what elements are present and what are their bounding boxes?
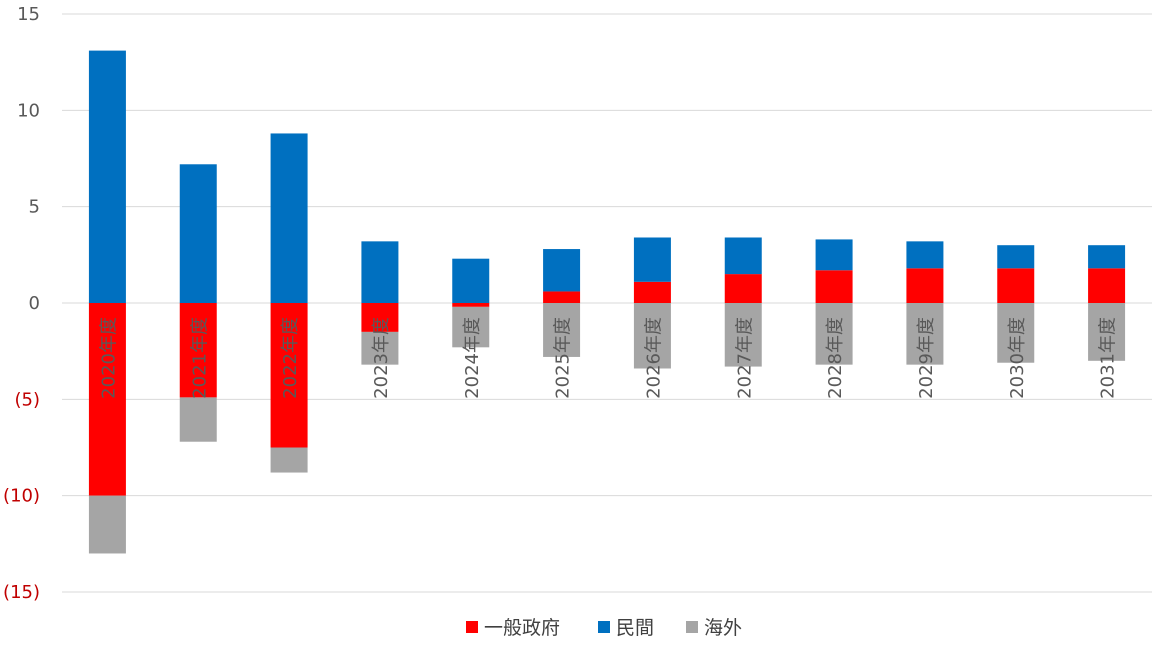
x-category-label: 2029年度 xyxy=(916,317,937,399)
bar-segment xyxy=(543,249,581,292)
x-category-label: 2026年度 xyxy=(643,317,664,399)
x-category-label: 2030年度 xyxy=(1007,317,1028,399)
legend-item[interactable]: 海外 xyxy=(686,617,742,639)
y-tick-label: 0 xyxy=(29,293,40,314)
grid-layer xyxy=(62,13,1152,593)
bar-segment xyxy=(815,303,853,365)
bar-segment xyxy=(452,258,490,303)
bar-segment xyxy=(452,306,490,348)
bar-segment xyxy=(815,239,853,271)
bar-segment xyxy=(1088,303,1126,361)
bar-segment xyxy=(633,281,671,303)
bar-segment xyxy=(179,164,217,303)
y-tick-label: (10) xyxy=(3,486,40,507)
legend-label: 海外 xyxy=(704,617,742,639)
bar-segment xyxy=(997,303,1035,363)
x-category-label: 2028年度 xyxy=(825,317,846,399)
bar-segment xyxy=(997,268,1035,303)
bar-segment xyxy=(361,331,399,365)
y-tick-label: 5 xyxy=(29,197,40,218)
legend-swatch xyxy=(598,621,610,633)
bar-segment xyxy=(179,303,217,398)
y-tick-label: (5) xyxy=(15,389,41,410)
legend-item[interactable]: 一般政府 xyxy=(466,617,560,639)
legend-label: 一般政府 xyxy=(484,617,560,639)
x-category-label: 2024年度 xyxy=(462,317,483,399)
legend-swatch xyxy=(686,621,698,633)
x-category-label: 2023年度 xyxy=(371,317,392,399)
x-category-label: 2020年度 xyxy=(98,317,119,399)
x-category-label: 2022年度 xyxy=(280,317,301,399)
legend-label: 民間 xyxy=(616,617,654,639)
bar-segment xyxy=(724,303,762,367)
x-category-label: 2027年度 xyxy=(734,317,755,399)
bar-segment xyxy=(543,303,581,357)
bar-segment xyxy=(452,303,490,307)
bar-segment xyxy=(361,241,399,303)
bar-segment xyxy=(88,50,126,304)
bar-segment xyxy=(270,447,308,473)
bar-segment xyxy=(179,397,217,442)
bar-segment xyxy=(88,303,126,496)
bar-segment xyxy=(724,237,762,275)
x-category-label: 2031年度 xyxy=(1098,317,1119,399)
bar-segment xyxy=(815,270,853,303)
bar-segment xyxy=(633,237,671,282)
bar-segment xyxy=(361,303,399,332)
bar-segment xyxy=(724,274,762,303)
bar-segment xyxy=(906,268,944,303)
bar-segment xyxy=(906,241,944,269)
y-axis-tick-labels: 15 10 5 0 (5) (10) (15) xyxy=(3,4,40,603)
y-tick-label: 15 xyxy=(17,4,40,25)
legend[interactable]: 一般政府 民間 海外 xyxy=(466,617,742,639)
x-axis-category-labels: 2020年度 2021年度 2022年度 2023年度 2024年度 2025年度 2026… xyxy=(98,317,1118,399)
bar-segment xyxy=(997,245,1035,269)
bar-segment xyxy=(1088,268,1126,303)
y-tick-label: (15) xyxy=(3,582,40,603)
bar-segment xyxy=(1088,245,1126,269)
y-tick-label: 10 xyxy=(17,100,40,121)
bar-segment xyxy=(270,303,308,448)
legend-item[interactable]: 民間 xyxy=(598,617,654,639)
bar-segment xyxy=(906,303,944,365)
bar-segment xyxy=(633,303,671,369)
bar-segment xyxy=(270,133,308,303)
bar-segment xyxy=(88,495,126,554)
x-category-label: 2021年度 xyxy=(189,317,210,399)
x-category-label: 2025年度 xyxy=(553,317,574,399)
bar-layer xyxy=(88,50,1126,554)
bar-segment xyxy=(543,291,581,303)
legend-swatch xyxy=(466,621,478,633)
